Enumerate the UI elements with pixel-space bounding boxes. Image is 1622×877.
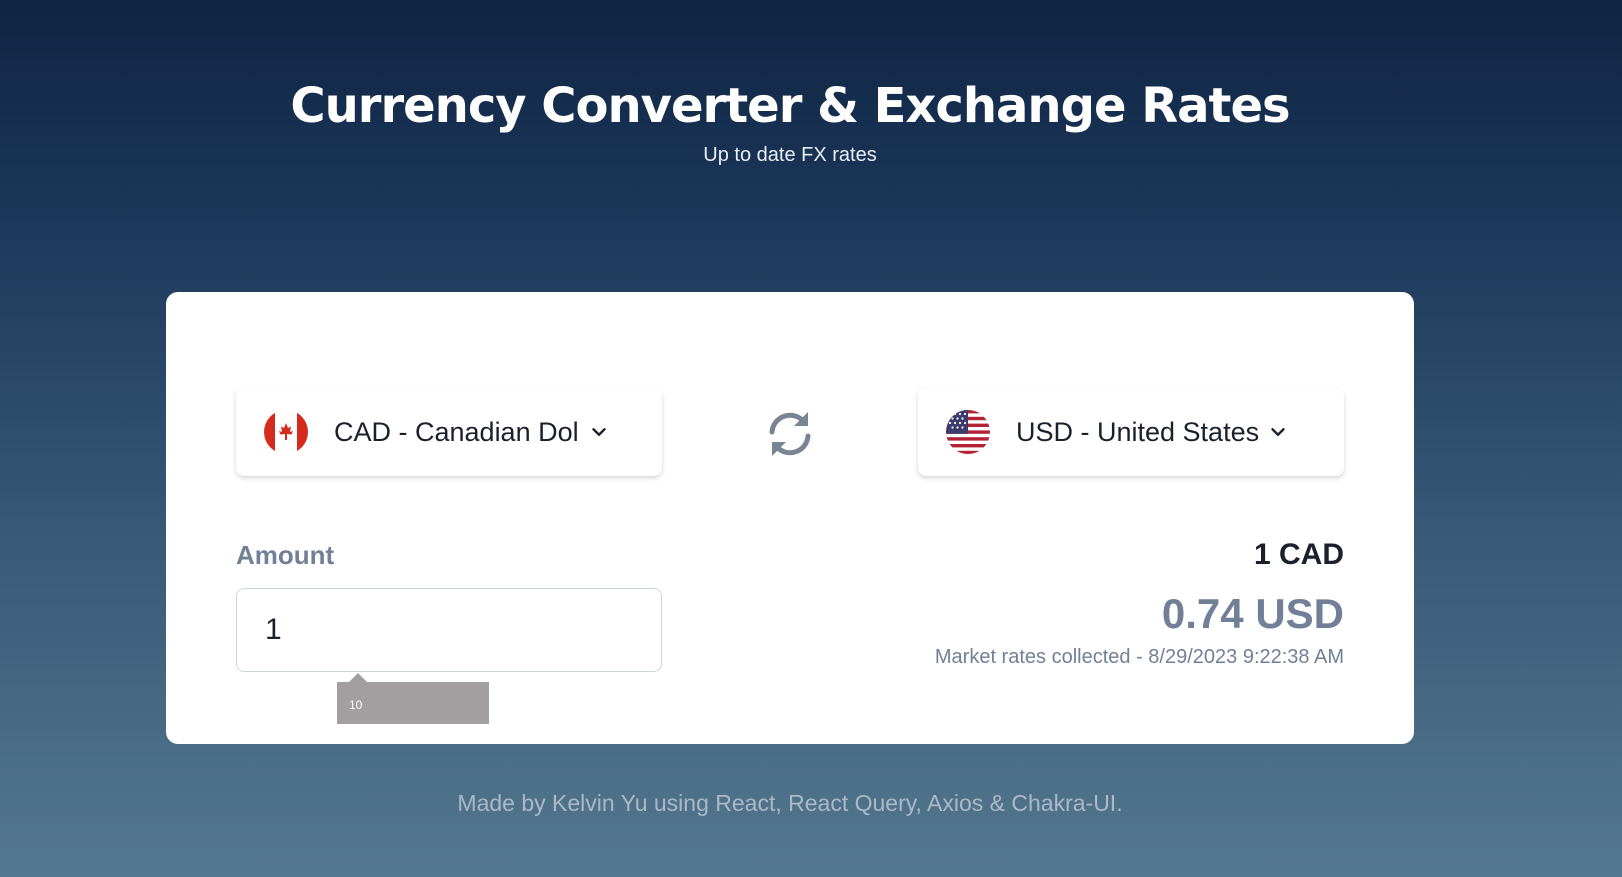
result-converted-amount: 0.74 USD [1161, 590, 1344, 637]
page-header: Currency Converter & Exchange Rates Up t… [0, 78, 1580, 167]
canada-flag-icon [264, 410, 308, 454]
chevron-down-icon [1271, 428, 1285, 436]
amount-label: Amount [236, 540, 335, 570]
result-base-amount: 1 CAD [1253, 538, 1344, 571]
to-currency-select[interactable]: USD - United States [918, 388, 1344, 476]
converter-card: CAD - Canadian Dol [166, 292, 1414, 744]
footer-credits: Made by Kelvin Yu using React, React Que… [457, 790, 1123, 816]
to-currency-label: USD - United States [1016, 416, 1260, 447]
amount-input[interactable] [236, 588, 662, 672]
page-subtitle: Up to date FX rates [703, 143, 877, 166]
from-currency-select[interactable]: CAD - Canadian Dol [236, 388, 662, 476]
chevron-down-icon [592, 428, 606, 436]
autocomplete-suggestion[interactable]: 10 [337, 673, 489, 724]
page-title: Currency Converter & Exchange Rates [290, 78, 1290, 134]
usa-flag-icon [946, 410, 990, 454]
from-currency-label: CAD - Canadian Dol [334, 416, 579, 447]
swap-arrows-icon[interactable] [762, 406, 818, 462]
rates-timestamp: Market rates collected - 8/29/2023 9:22:… [934, 646, 1344, 668]
